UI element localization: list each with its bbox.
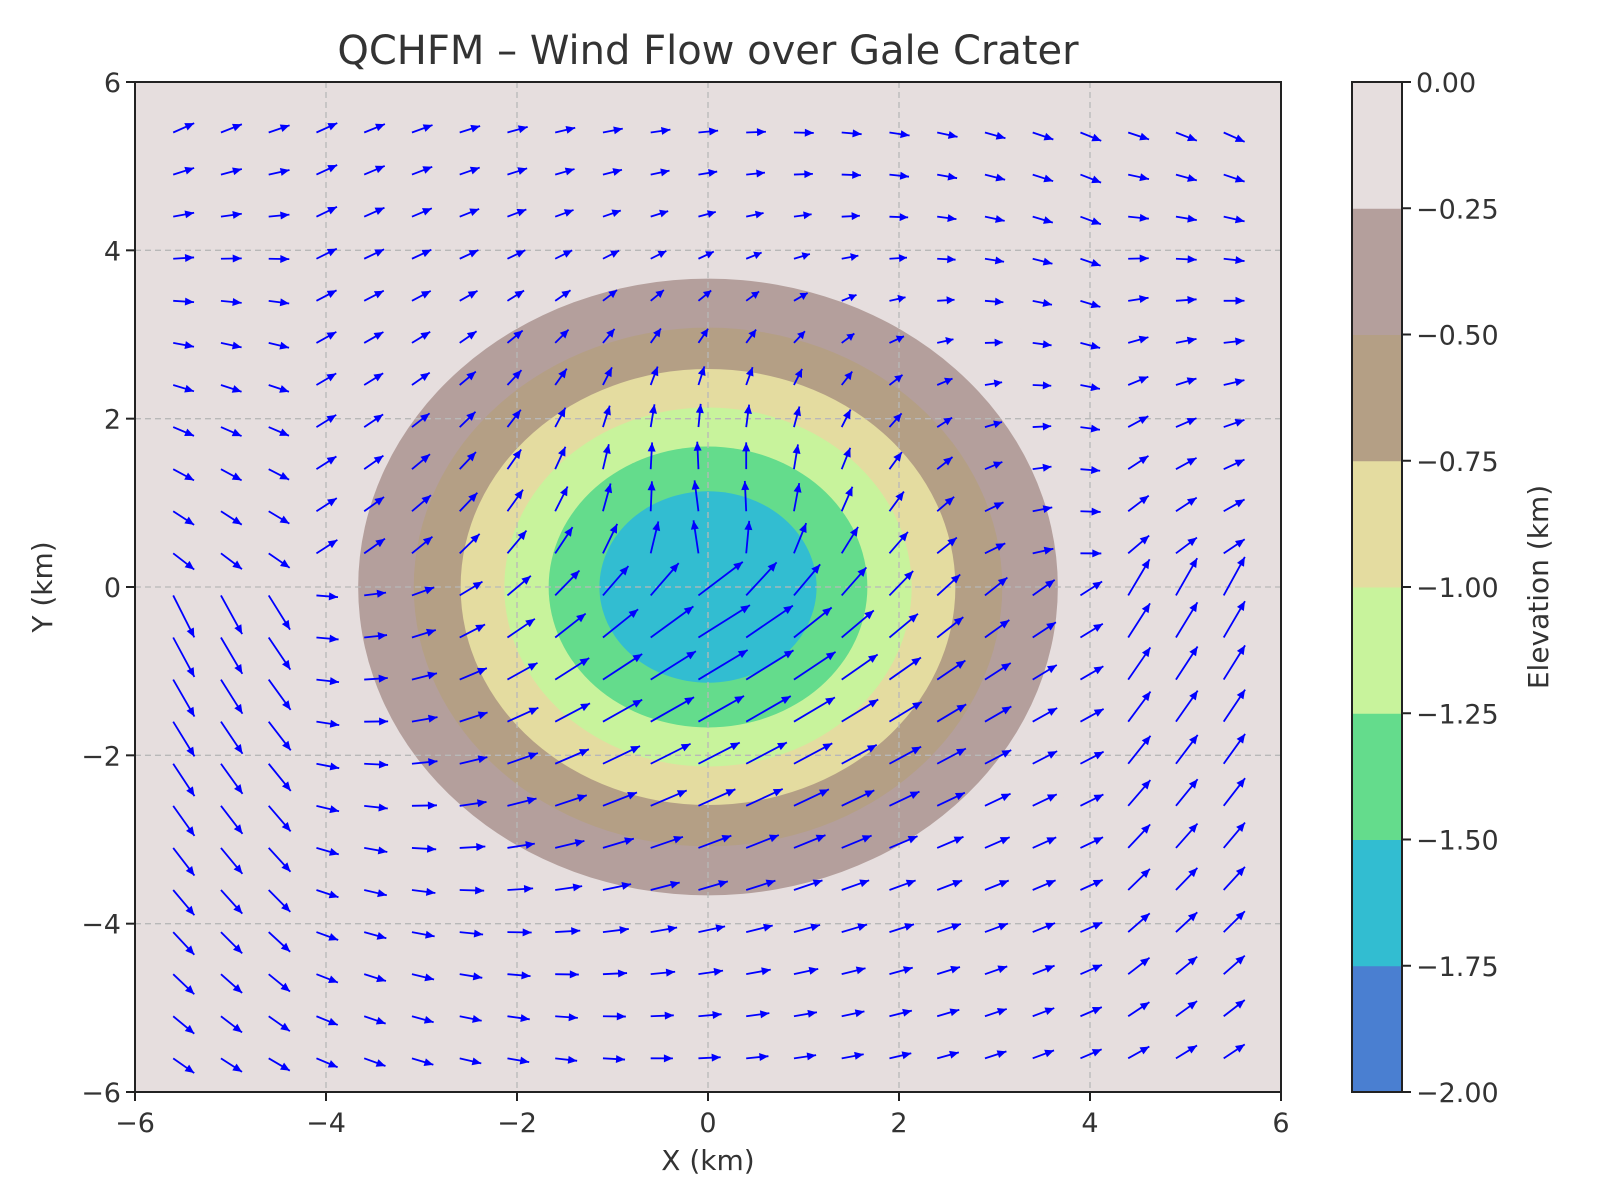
colorbar-title: Elevation (km) — [1522, 485, 1555, 689]
colorbar-tick-label: −1.00 — [1416, 573, 1499, 604]
y-tick-label: −2 — [81, 741, 121, 772]
colorbar-tick-label: −1.75 — [1416, 952, 1499, 983]
chart-title: QCHFM – Wind Flow over Gale Crater — [337, 28, 1079, 74]
x-tick-label: 6 — [1272, 1108, 1289, 1139]
x-axis-title: X (km) — [661, 1144, 754, 1177]
colorbar-segment — [1352, 82, 1402, 209]
x-tick-label: −4 — [306, 1108, 346, 1139]
x-tick-label: −2 — [497, 1108, 537, 1139]
y-tick-label: −4 — [81, 910, 121, 941]
colorbar-segment — [1352, 587, 1402, 714]
colorbar-segment — [1352, 461, 1402, 588]
colorbar-tick-label: 0.00 — [1416, 68, 1476, 99]
colorbar-tick-label: −0.25 — [1416, 194, 1499, 225]
y-axis-title: Y (km) — [26, 541, 59, 633]
y-tick-label: 6 — [104, 68, 121, 99]
colorbar-segment — [1352, 335, 1402, 462]
y-tick-label: −6 — [81, 1078, 121, 1109]
colorbar-tick-label: −1.25 — [1416, 699, 1499, 730]
colorbar-segment — [1352, 208, 1402, 335]
y-tick-label: 2 — [104, 405, 121, 436]
colorbar-tick-label: −2.00 — [1416, 1078, 1499, 1109]
x-axis-ticks: −6 −4 −2 0 2 4 6 — [115, 1092, 1290, 1139]
y-tick-label: 0 — [104, 573, 121, 604]
x-tick-label: 2 — [890, 1108, 907, 1139]
y-tick-label: 4 — [104, 236, 121, 267]
colorbar-segment — [1352, 840, 1402, 967]
x-tick-label: 4 — [1081, 1108, 1098, 1139]
colorbar-tick-label: −1.50 — [1416, 826, 1499, 857]
x-tick-label: 0 — [699, 1108, 716, 1139]
x-tick-label: −6 — [115, 1108, 155, 1139]
colorbar-tick-label: −0.75 — [1416, 447, 1499, 478]
colorbar-segment — [1352, 966, 1402, 1093]
colorbar-ticks: −2.00 −1.75 −1.50 −1.25 −1.00 −0.75 −0.50 −0.25… — [1402, 68, 1499, 1109]
colorbar-tick-label: −0.50 — [1416, 321, 1499, 352]
colorbar-segment — [1352, 713, 1402, 840]
y-axis-ticks: −6 −4 −2 0 2 4 6 — [81, 68, 135, 1109]
colorbar — [1352, 82, 1402, 1093]
